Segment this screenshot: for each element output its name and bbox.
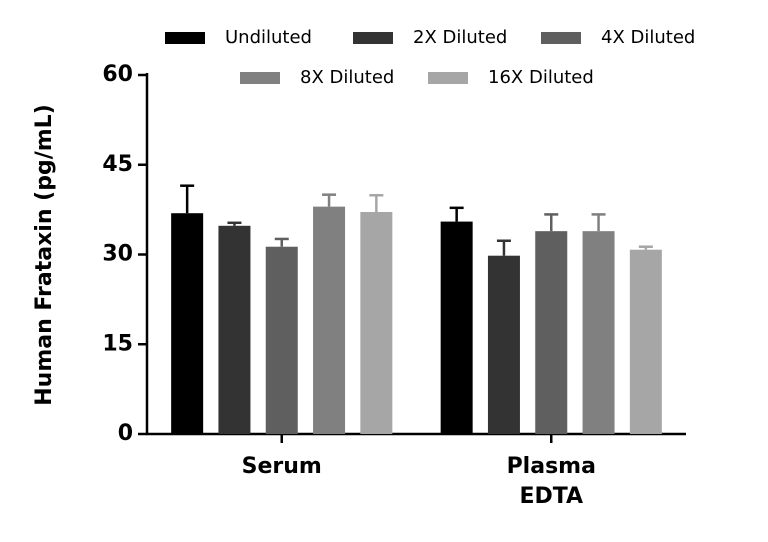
bar [360,212,393,434]
legend-swatch [165,32,205,44]
bar [171,213,204,434]
legend-label: 16X Diluted [488,67,594,88]
y-tick-label: 30 [102,242,133,267]
legend-swatch [240,72,280,84]
y-tick-label: 15 [102,331,133,356]
bar [535,231,568,434]
y-tick-label: 60 [102,62,133,87]
legend-label: 2X Diluted [413,27,507,48]
legend-swatch [353,32,393,44]
x-tick-label: Serum [242,454,322,479]
legend-swatch [428,72,468,84]
legend-swatch [541,32,581,44]
x-tick-label: Plasma EDTA [507,454,596,509]
bar [313,206,346,434]
legend-label: Undiluted [225,27,312,48]
y-axis-label: Human Frataxin (pg/mL) [32,104,57,405]
legend-label: 4X Diluted [601,27,695,48]
bar [265,246,298,434]
legend-label: 8X Diluted [300,67,394,88]
y-tick-label: 45 [102,152,133,177]
bar [582,231,615,434]
bar [487,255,520,434]
bar [218,225,251,434]
bar [629,249,662,434]
bar [440,221,473,434]
y-tick-label: 0 [118,421,133,446]
